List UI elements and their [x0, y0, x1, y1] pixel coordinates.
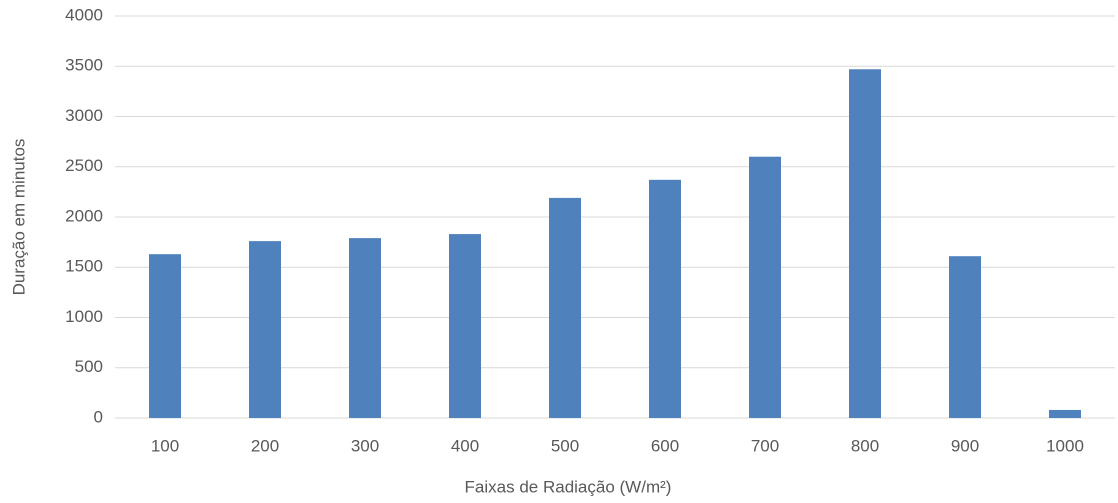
bar	[849, 69, 881, 418]
y-tick-label: 2500	[65, 156, 103, 175]
bar	[149, 254, 181, 418]
x-axis-title: Faixas de Radiação (W/m²)	[465, 477, 672, 496]
y-axis-title: Duração em minutos	[9, 139, 28, 296]
y-tick-label: 0	[94, 407, 103, 426]
y-tick-label: 2000	[65, 206, 103, 225]
y-tick-label: 1500	[65, 257, 103, 276]
bar	[1049, 409, 1081, 418]
y-tick-label: 1000	[65, 307, 103, 326]
bar	[549, 197, 581, 418]
x-tick-label: 700	[751, 436, 779, 455]
bar	[749, 156, 781, 418]
bar	[349, 238, 381, 418]
bar	[449, 234, 481, 418]
x-tick-label: 800	[851, 436, 879, 455]
x-tick-label: 500	[551, 436, 579, 455]
bar	[949, 256, 981, 418]
y-tick-label: 3500	[65, 56, 103, 75]
x-tick-label: 300	[351, 436, 379, 455]
y-tick-label: 4000	[65, 5, 103, 24]
x-tick-label: 900	[951, 436, 979, 455]
y-tick-label: 500	[75, 357, 103, 376]
x-tick-label: 100	[151, 436, 179, 455]
bar	[649, 179, 681, 418]
x-tick-label: 400	[451, 436, 479, 455]
bar	[249, 241, 281, 418]
x-tick-label: 200	[251, 436, 279, 455]
x-tick-label: 1000	[1046, 436, 1084, 455]
y-tick-label: 3000	[65, 106, 103, 125]
x-tick-label: 600	[651, 436, 679, 455]
